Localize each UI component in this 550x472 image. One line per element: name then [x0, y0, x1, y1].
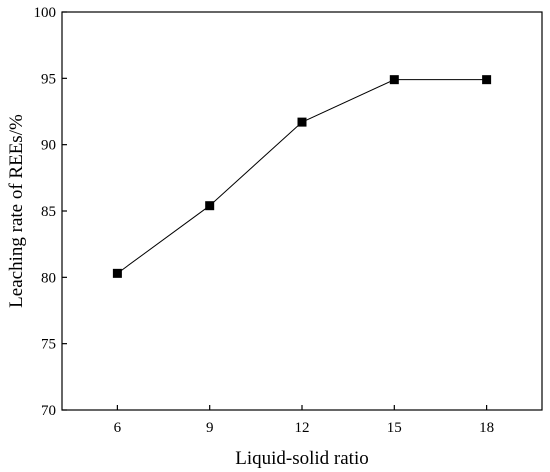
- y-tick-label: 70: [41, 403, 56, 419]
- x-tick-label: 9: [206, 420, 214, 436]
- x-tick-label: 18: [479, 420, 494, 436]
- x-tick-label: 15: [387, 420, 402, 436]
- y-tick-label: 95: [41, 71, 56, 87]
- x-tick-label: 12: [295, 420, 310, 436]
- y-axis-ticks: 70 75 80 85 90 95 100: [34, 5, 67, 419]
- x-tick-label: 6: [114, 420, 122, 436]
- y-tick-label: 90: [41, 138, 56, 154]
- data-point-marker: [482, 75, 492, 85]
- y-tick-label: 80: [41, 270, 56, 286]
- data-point-marker: [112, 268, 122, 278]
- y-axis-title: Leaching rate of REEs/%: [6, 114, 27, 308]
- y-tick-label: 75: [41, 337, 56, 353]
- data-point-marker: [205, 201, 215, 211]
- x-axis-title: Liquid-solid ratio: [235, 448, 369, 469]
- plot-frame: [61, 11, 543, 411]
- y-tick-label: 85: [41, 204, 56, 220]
- x-axis-ticks: 6 9 12 15 18: [114, 405, 494, 436]
- y-tick-label: 100: [34, 5, 57, 21]
- data-point-marker: [297, 117, 307, 127]
- series-line: [117, 79, 487, 274]
- series-layer: [112, 75, 492, 278]
- data-point-marker: [389, 75, 399, 85]
